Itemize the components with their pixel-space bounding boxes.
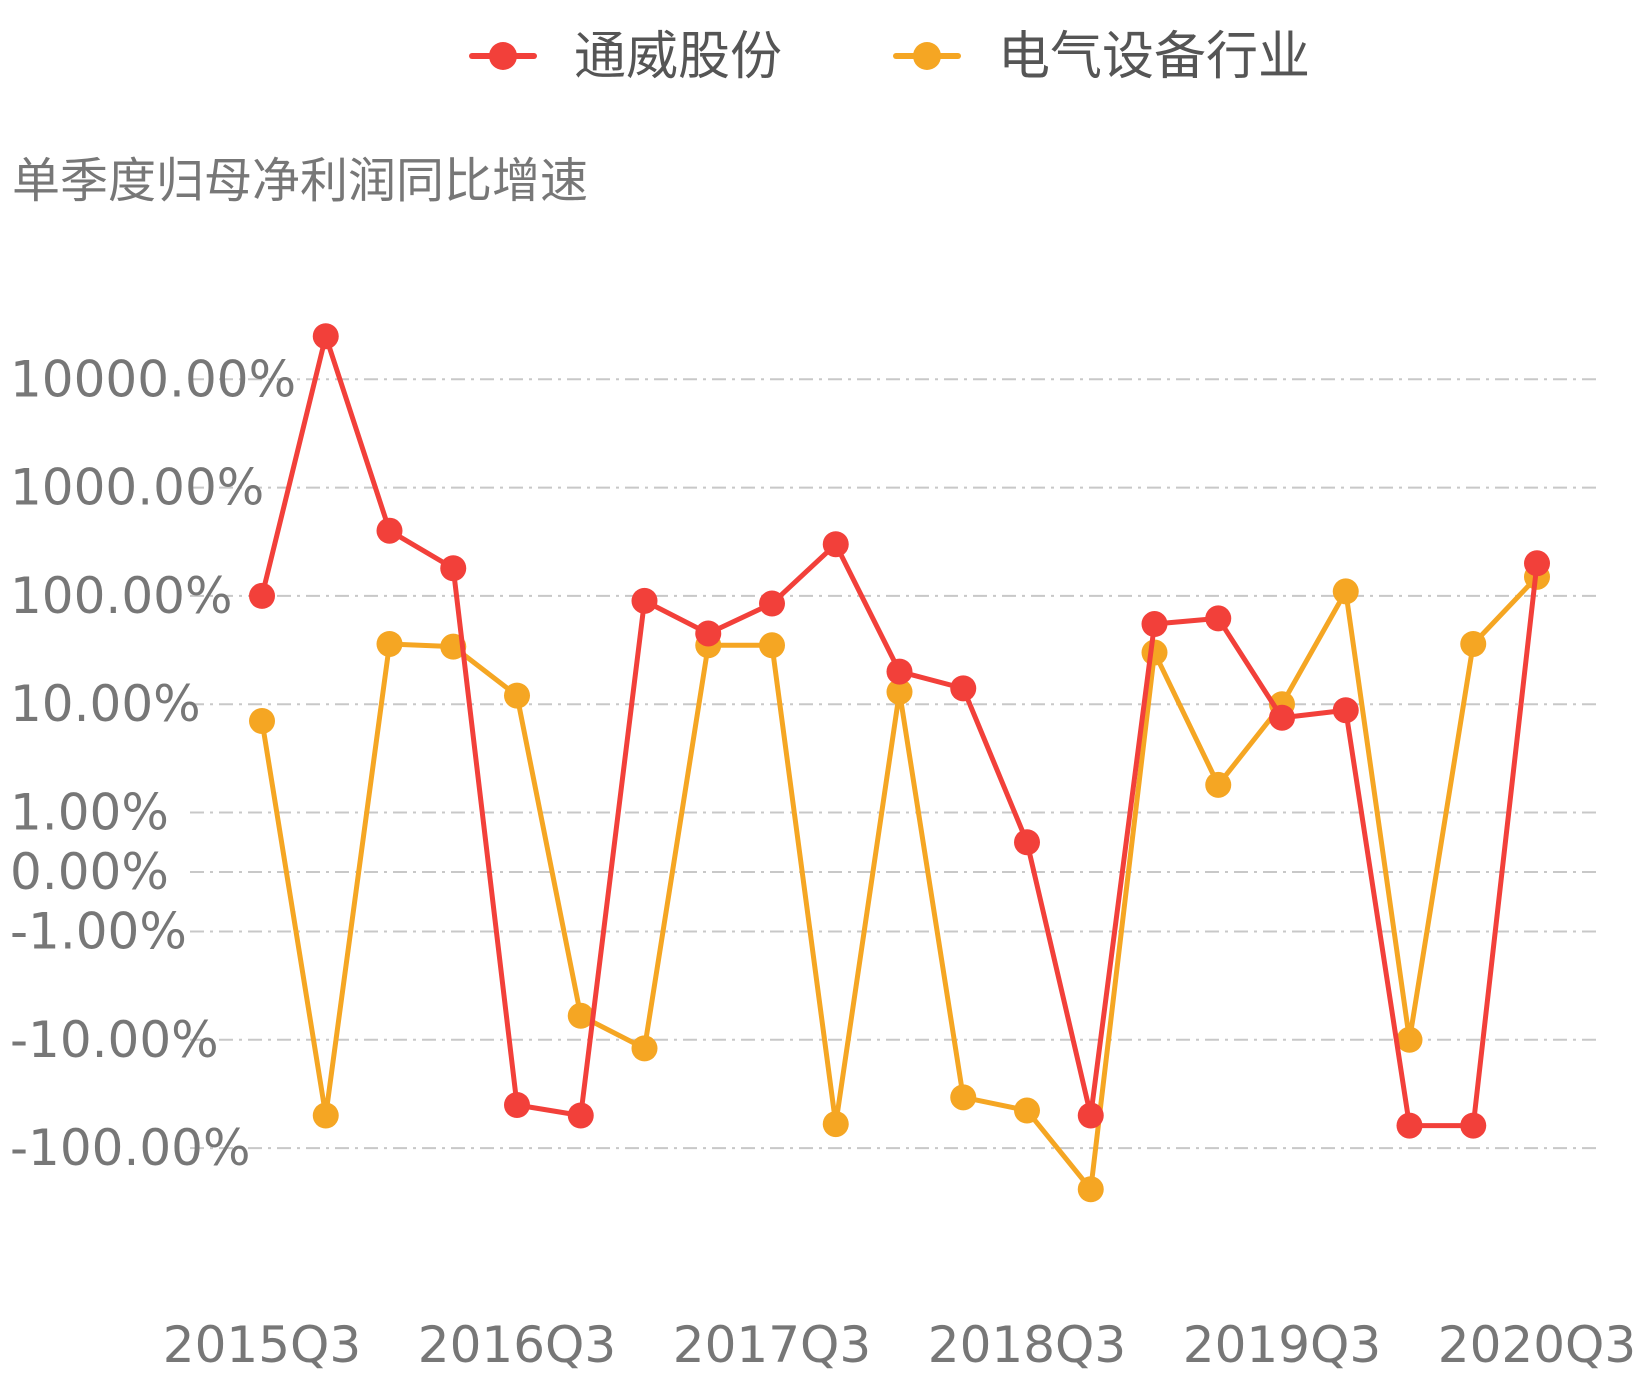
data-point <box>567 1102 594 1129</box>
y-tick-label: 1000.00% <box>10 459 264 517</box>
y-tick-label: 1.00% <box>10 784 169 842</box>
y-axis-label: 单季度归母净利润同比增速 <box>12 153 588 209</box>
y-tick-label: 0.00% <box>10 843 169 901</box>
data-point <box>1014 829 1040 856</box>
x-tick-label: 2016Q3 <box>418 1316 616 1374</box>
gridlines <box>190 378 1600 1150</box>
data-point <box>249 582 275 609</box>
y-tick-labels: 10000.00% 1000.00% 100.00% 10.00% 1.00%0.00%… <box>10 350 296 1177</box>
data-point <box>376 630 403 657</box>
data-point <box>1014 1097 1040 1124</box>
data-point <box>1396 1026 1423 1053</box>
data-point <box>1205 771 1232 798</box>
data-point <box>631 1035 658 1062</box>
data-point <box>950 675 977 702</box>
series <box>249 323 1550 1139</box>
y-tick-label: 10.00% <box>10 675 201 733</box>
y-tick-label: 10000.00% <box>10 350 296 408</box>
data-point <box>1460 630 1487 657</box>
data-point <box>950 1084 977 1111</box>
legend-marker-icon <box>913 42 941 70</box>
legend-item: 电气设备行业 <box>893 27 1310 87</box>
data-point <box>631 587 658 614</box>
legend: 通威股份 电气设备行业 <box>469 27 1310 87</box>
data-point <box>1524 550 1550 577</box>
y-tick-label: 100.00% <box>10 567 232 625</box>
legend-label: 电气设备行业 <box>998 27 1310 87</box>
data-point <box>504 682 530 709</box>
data-point <box>886 678 913 705</box>
data-point <box>376 517 403 544</box>
series-line <box>259 333 1540 1129</box>
data-point <box>567 1002 594 1029</box>
data-point <box>1141 611 1168 638</box>
data-point <box>1205 605 1232 632</box>
data-point <box>1396 1112 1423 1139</box>
legend-item: 通威股份 <box>469 27 782 87</box>
legend-label: 通威股份 <box>574 27 782 87</box>
data-point <box>504 1092 530 1119</box>
data-point <box>1460 1112 1487 1139</box>
data-point <box>695 620 722 647</box>
x-tick-label: 2020Q3 <box>1438 1316 1636 1374</box>
data-point <box>312 323 339 350</box>
series-layer <box>249 323 1550 1203</box>
y-tick-label: -10.00% <box>10 1011 219 1069</box>
data-point <box>1332 578 1359 605</box>
x-tick-label: 2019Q3 <box>1183 1316 1381 1374</box>
data-point <box>1332 697 1359 724</box>
data-point <box>1077 1102 1104 1129</box>
data-point <box>312 1102 339 1129</box>
data-point <box>1077 1176 1104 1203</box>
data-point <box>249 707 275 734</box>
x-tick-label: 2017Q3 <box>673 1316 871 1374</box>
data-point <box>822 1111 849 1138</box>
x-tick-label: 2015Q3 <box>163 1316 361 1374</box>
x-tick-label: 2018Q3 <box>928 1316 1126 1374</box>
x-tick-labels: 2015Q3 2016Q3 2017Q3 2018Q3 2019Q3 2020Q3 <box>163 1316 1636 1374</box>
data-point <box>886 658 913 685</box>
data-point <box>759 590 785 617</box>
data-point <box>1269 704 1295 731</box>
series <box>249 563 1550 1203</box>
data-point <box>759 632 785 659</box>
legend-marker-icon <box>489 42 517 70</box>
data-point <box>822 531 849 558</box>
data-point <box>440 555 467 582</box>
y-tick-label: -1.00% <box>10 903 187 961</box>
y-tick-label: -100.00% <box>10 1119 251 1177</box>
